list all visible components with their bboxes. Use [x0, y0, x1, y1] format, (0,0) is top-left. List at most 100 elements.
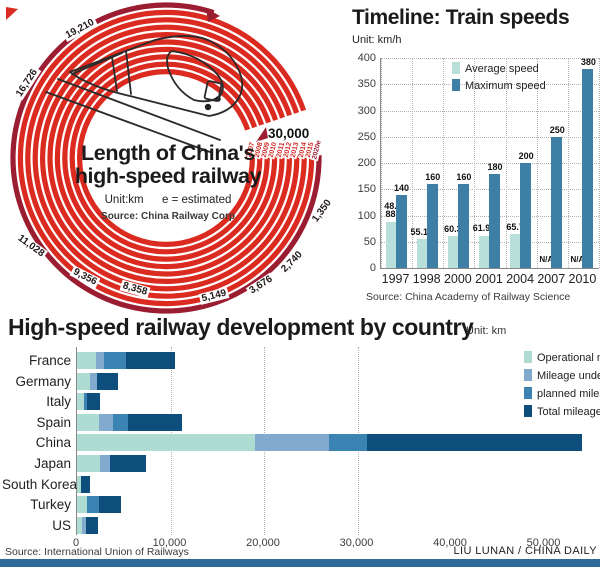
- bar-maximum-label-1997: 140: [394, 182, 410, 193]
- timeline-title: Timeline: Train speeds: [352, 6, 570, 29]
- country-label-japan: Japan: [34, 456, 71, 471]
- ytick-400: 400: [357, 52, 376, 64]
- total-label: Total mileage(2025): [537, 406, 600, 418]
- ytick-150: 150: [357, 183, 376, 196]
- bar-average-label-1997: 48.88: [384, 200, 397, 219]
- ytick-350: 350: [357, 78, 376, 91]
- segment-mileage-under-construction-US: [81, 516, 86, 534]
- country-chart-title: High-speed railway development by countr…: [8, 314, 474, 340]
- spiral-value-2012: 9,356: [69, 265, 101, 289]
- planned-label: planned mileage: [537, 388, 600, 400]
- bar-maximum-label-2001: 180: [487, 161, 503, 172]
- timeline-year-1998: 1998: [412, 272, 441, 286]
- ytick-200: 200: [357, 157, 376, 169]
- maximum-speed-swatch: [452, 79, 460, 91]
- timeline-year-2000: 2000: [443, 272, 472, 286]
- operational-label: Operational mileage: [537, 352, 600, 364]
- segment-total-mileage-France: [125, 352, 176, 369]
- spiral-unit-label: Unit:km: [104, 194, 144, 206]
- segment-total-mileage-Turkey: [99, 496, 121, 514]
- segment-mileage-under-construction-France: [95, 352, 105, 369]
- ytick-100: 100: [357, 209, 376, 222]
- segment-operational-mileage-France: [77, 352, 96, 369]
- credit-line: LIU LUNAN / CHINA DAILY: [453, 545, 597, 557]
- segment-operational-mileage-China: [77, 434, 255, 452]
- spiral-unit-note: Unit:km e = estimated: [70, 194, 266, 206]
- corner-flag-icon: [6, 7, 18, 20]
- spiral-value-2013: 11,028: [13, 231, 49, 261]
- rail-line-2: [57, 78, 221, 141]
- train-body: [69, 35, 244, 117]
- bar-maximum-2001: [489, 173, 500, 268]
- spiral-value-2009: 3,676: [245, 272, 277, 298]
- segment-operational-mileage-Turkey: [77, 496, 88, 514]
- timeline-year-2010: 2010: [568, 272, 597, 286]
- country-legend: Operational mileage Mileage under constr…: [524, 351, 600, 418]
- country-label-china: China: [35, 435, 71, 451]
- legend-under-construction: Mileage under construction: [524, 369, 600, 382]
- bar-average-na-2010: N/A: [570, 255, 585, 264]
- gridline-200: [381, 163, 599, 164]
- segment-operational-mileage-Japan: [77, 455, 101, 472]
- headlight-1: [204, 103, 212, 111]
- segment-mileage-under-construction-Japan: [100, 455, 110, 472]
- under-construction-swatch: [524, 369, 532, 381]
- segment-planned-mileage-Spain: [112, 413, 128, 431]
- spiral-value-2015: 19,210: [62, 16, 98, 42]
- country-chart-unit: Unit: km: [466, 325, 507, 337]
- bar-maximum-2000: [457, 184, 469, 268]
- separator-0: [381, 58, 382, 268]
- bar-maximum-label-2010: 380: [580, 56, 596, 67]
- gridline-400: [381, 58, 599, 59]
- segment-total-mileage-China: [366, 434, 582, 452]
- separator-1: [412, 58, 414, 268]
- country-label-france: France: [28, 353, 71, 368]
- car-accent-line: [71, 52, 123, 75]
- country-xtick-50000: 50,000: [526, 537, 561, 549]
- segment-total-mileage-Italy: [87, 393, 101, 411]
- bar-average-label-1998: 55.18: [410, 227, 433, 238]
- country-plot-area: [76, 347, 599, 535]
- average-speed-swatch: [452, 62, 460, 74]
- legend-operational: Operational mileage: [524, 351, 600, 364]
- rail-line-1: [45, 91, 211, 153]
- spiral-value-2007: 1,350: [309, 196, 335, 226]
- timeline-year-1997: 1997: [381, 272, 410, 286]
- timeline-legend-maximum: Maximum speed: [452, 79, 546, 92]
- separator-4: [505, 58, 507, 268]
- country-label-italy: Italy: [46, 394, 71, 410]
- timeline-source: Source: China Academy of Railway Science: [366, 291, 571, 303]
- ytick-50: 50: [363, 235, 376, 248]
- spiral-value-2011: 8,358: [119, 279, 151, 299]
- total-swatch: [524, 405, 532, 417]
- under-construction-label: Mileage under construction: [537, 370, 600, 382]
- segment-planned-mileage-France: [104, 352, 126, 369]
- dark-ring-arrowhead: [206, 8, 220, 22]
- spiral-estimated-label: e = estimated: [162, 194, 232, 206]
- spiral-title-line2: high-speed railway: [74, 164, 262, 188]
- bar-average-label-2000: 60.3: [444, 224, 462, 235]
- spiral-value-2010: 5,149: [198, 287, 230, 305]
- country-xtick-10000: 10,000: [152, 537, 187, 549]
- bar-average-2004: [510, 233, 521, 268]
- train-windshield: [166, 50, 224, 103]
- country-label-spain: Spain: [36, 414, 71, 430]
- segment-planned-mileage-Turkey: [87, 496, 100, 514]
- timeline-legend-average: Average speed: [452, 62, 539, 75]
- spiral-highlight-value: 30,000: [268, 126, 310, 141]
- train-illustration: [45, 35, 244, 153]
- bar-maximum-label-2000: 160: [456, 172, 472, 182]
- segment-operational-mileage-South Korea: [77, 475, 82, 493]
- segment-operational-mileage-Spain: [77, 413, 99, 431]
- ring-2013: [32, 24, 300, 292]
- maximum-speed-label: Maximum speed: [465, 80, 546, 92]
- bar-maximum-2007: [551, 136, 563, 268]
- timeline-year-2004: 2004: [506, 272, 535, 286]
- timeline-unit: Unit: km/h: [352, 34, 402, 46]
- country-label-germany: Germany: [15, 373, 71, 389]
- country-xtick-40000: 40,000: [433, 537, 467, 549]
- spiral-value-2008: 2,740: [277, 247, 307, 277]
- segment-operational-mileage-Germany: [77, 372, 91, 390]
- bar-maximum-label-2004: 200: [518, 151, 534, 161]
